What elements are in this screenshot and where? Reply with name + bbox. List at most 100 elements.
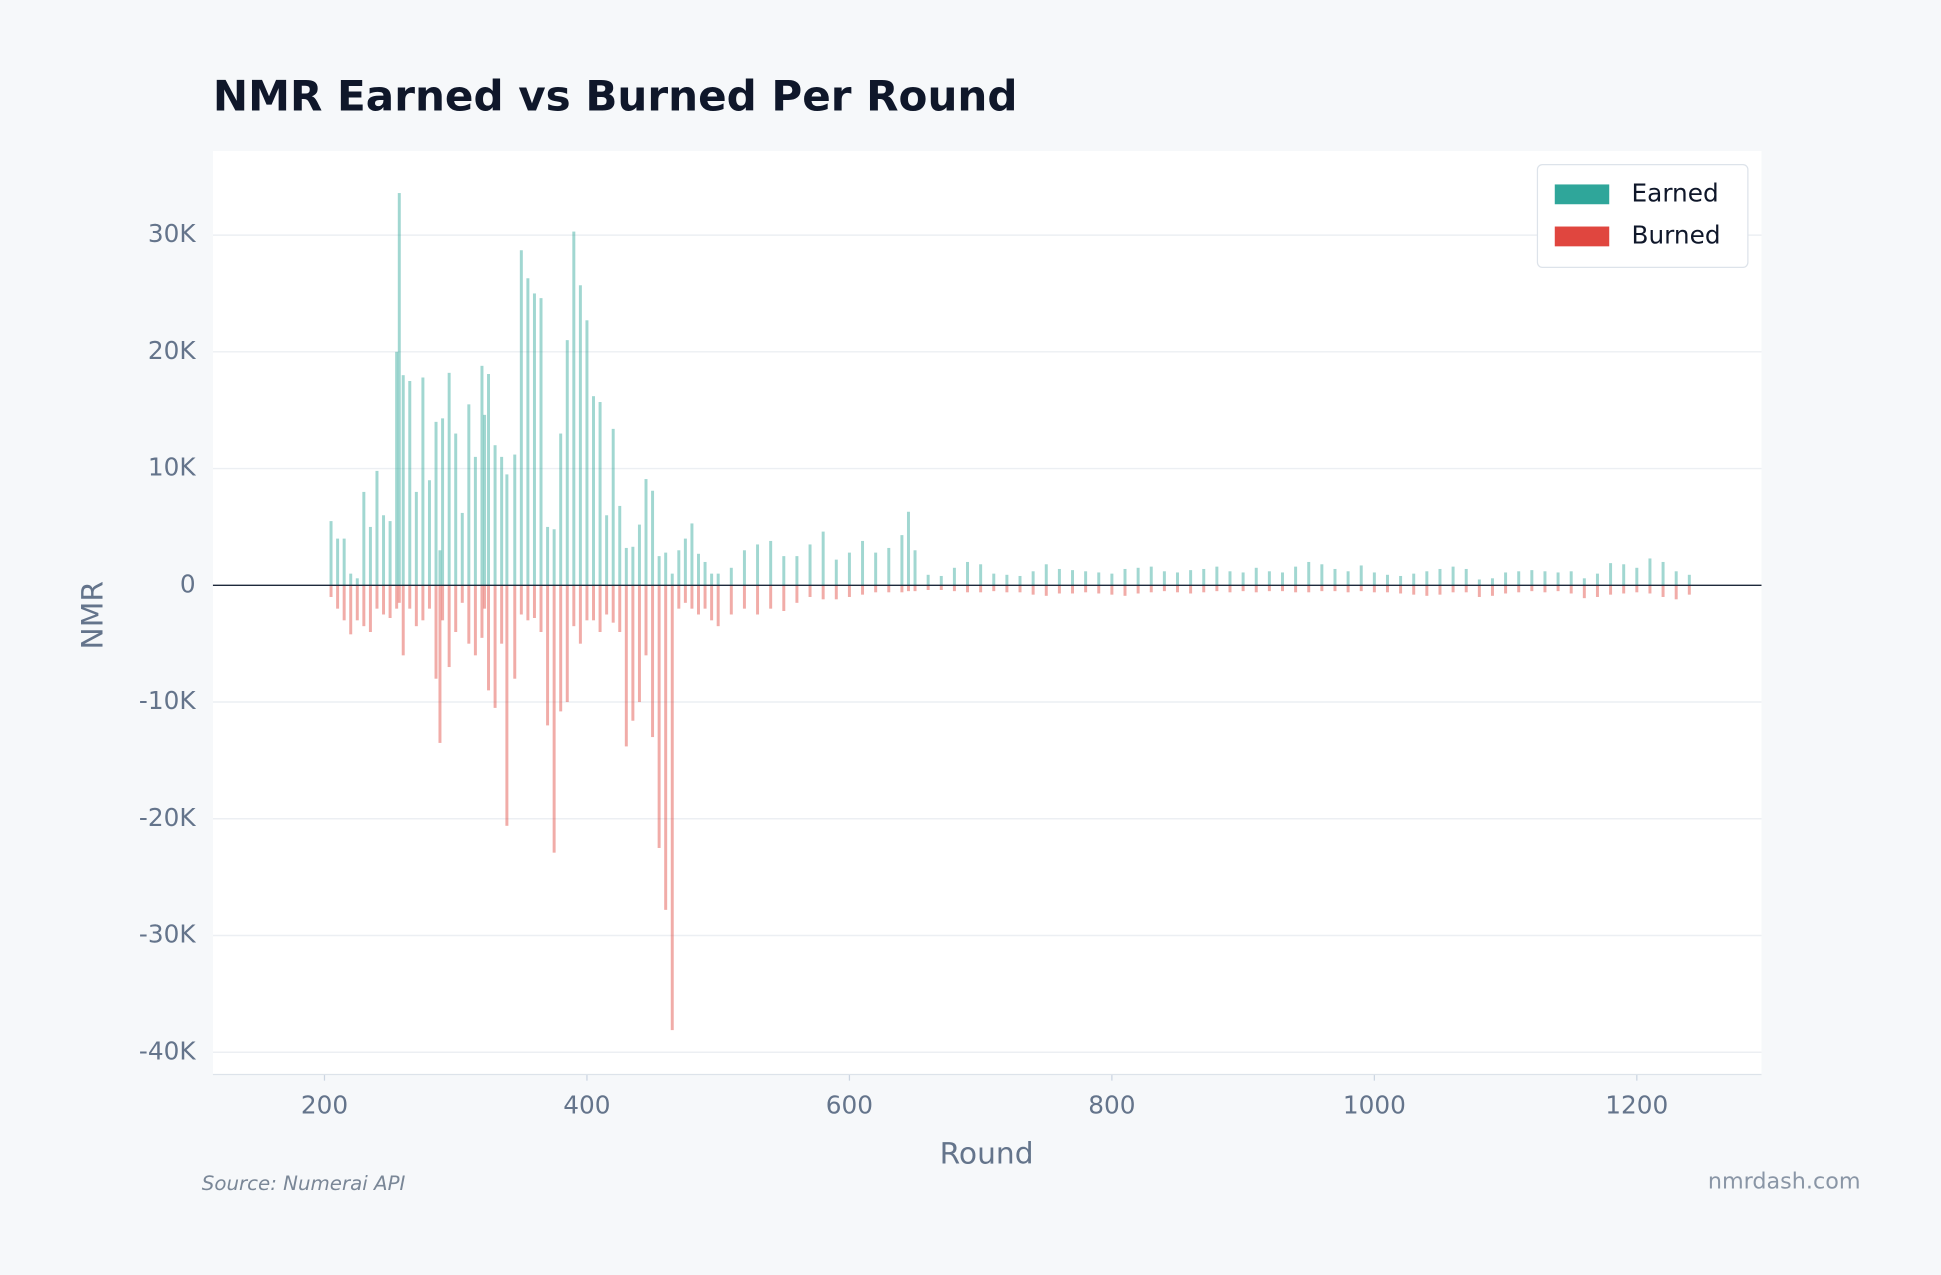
bar bbox=[1674, 585, 1678, 600]
bar bbox=[690, 523, 694, 586]
bar bbox=[1543, 585, 1547, 593]
bar bbox=[1228, 585, 1232, 593]
bar bbox=[1346, 585, 1350, 593]
bar bbox=[500, 456, 504, 586]
bar bbox=[382, 585, 386, 615]
bar bbox=[861, 540, 865, 586]
bar bbox=[1044, 585, 1048, 596]
bar bbox=[349, 573, 353, 586]
bar bbox=[493, 585, 497, 708]
bar bbox=[1071, 570, 1074, 586]
bar bbox=[1359, 585, 1363, 592]
bar bbox=[637, 524, 641, 586]
x-tick-label: 400 bbox=[563, 1091, 610, 1120]
bar bbox=[1162, 585, 1166, 592]
bar bbox=[395, 351, 399, 586]
bar bbox=[952, 585, 956, 592]
x-tick-label: 200 bbox=[301, 1091, 348, 1120]
x-tick-label: 1000 bbox=[1343, 1091, 1406, 1120]
bar bbox=[966, 585, 970, 593]
bar bbox=[1477, 585, 1481, 597]
bar bbox=[447, 372, 451, 586]
bar bbox=[1622, 585, 1626, 594]
bar bbox=[1228, 571, 1232, 586]
bar bbox=[1189, 570, 1193, 586]
bar bbox=[697, 553, 700, 586]
bar bbox=[1057, 585, 1061, 594]
bar bbox=[487, 585, 491, 691]
y-axis-label: NMR bbox=[76, 581, 111, 649]
bar bbox=[1018, 575, 1022, 586]
bar bbox=[1385, 574, 1389, 586]
bar bbox=[441, 585, 445, 621]
bar bbox=[355, 578, 359, 586]
bar bbox=[1635, 567, 1639, 586]
bar bbox=[1569, 571, 1573, 586]
y-tick-label: -30K bbox=[139, 920, 196, 949]
bar bbox=[592, 396, 595, 586]
bar bbox=[565, 585, 569, 703]
bar bbox=[605, 515, 609, 586]
bar bbox=[585, 585, 589, 621]
legend-swatch bbox=[1554, 226, 1610, 247]
bar bbox=[900, 535, 904, 586]
bar bbox=[559, 433, 563, 586]
bar bbox=[1622, 564, 1626, 586]
bar bbox=[505, 585, 509, 826]
bar bbox=[913, 585, 917, 592]
bar bbox=[703, 585, 707, 609]
bar bbox=[388, 521, 392, 586]
bar bbox=[1464, 568, 1468, 586]
plot-area bbox=[212, 151, 1762, 1075]
bar bbox=[362, 491, 366, 586]
y-tick-label: 20K bbox=[148, 336, 196, 365]
bar bbox=[1162, 571, 1166, 586]
bar bbox=[368, 585, 372, 633]
bar bbox=[572, 585, 576, 627]
bar bbox=[887, 585, 891, 593]
bar bbox=[473, 585, 477, 656]
bar bbox=[874, 585, 878, 593]
bar bbox=[473, 456, 477, 586]
bar bbox=[1451, 566, 1455, 586]
bar bbox=[644, 479, 648, 586]
bar bbox=[375, 585, 379, 609]
bar bbox=[454, 433, 458, 586]
bar bbox=[1215, 585, 1219, 592]
bar bbox=[611, 585, 615, 623]
bar bbox=[1372, 585, 1376, 593]
bar bbox=[664, 552, 668, 586]
bar bbox=[1084, 585, 1088, 593]
bar bbox=[1071, 585, 1074, 594]
bar bbox=[598, 585, 602, 633]
bar bbox=[979, 585, 983, 593]
bar bbox=[592, 585, 595, 621]
bar bbox=[1241, 572, 1245, 586]
watermark: nmrdash.com bbox=[1708, 1169, 1861, 1195]
bar bbox=[519, 250, 523, 586]
bar bbox=[1687, 585, 1691, 595]
bar bbox=[618, 505, 622, 586]
bar bbox=[756, 544, 760, 586]
bar bbox=[651, 490, 655, 586]
bar bbox=[1543, 571, 1547, 586]
bar bbox=[1385, 585, 1389, 593]
bar bbox=[1254, 585, 1258, 593]
bar bbox=[1320, 564, 1324, 586]
bar bbox=[1097, 585, 1101, 594]
bar bbox=[526, 278, 530, 586]
bar bbox=[408, 585, 412, 609]
bar bbox=[513, 454, 517, 586]
bar bbox=[552, 529, 556, 586]
bar bbox=[1517, 585, 1521, 593]
y-tick-label: 0 bbox=[180, 569, 196, 598]
bar bbox=[611, 428, 615, 586]
bar bbox=[710, 585, 714, 621]
bar bbox=[349, 585, 353, 635]
bar bbox=[546, 585, 550, 726]
bar bbox=[834, 559, 838, 586]
bar bbox=[539, 585, 543, 633]
bar bbox=[1176, 572, 1179, 586]
bar bbox=[1412, 573, 1416, 586]
